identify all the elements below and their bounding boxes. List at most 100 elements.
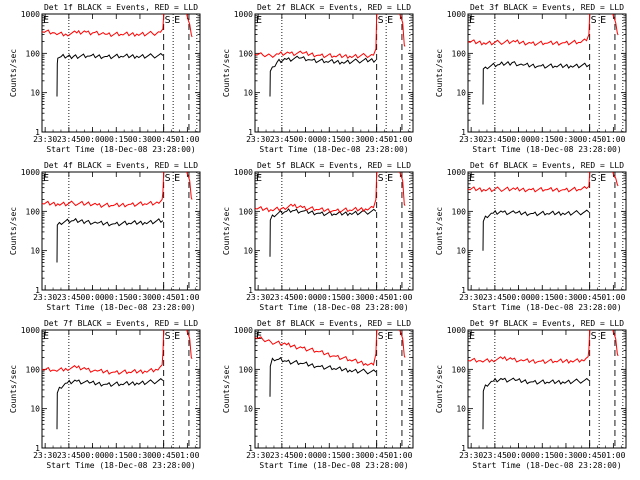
x-tick-label: 01:00 [175,293,199,302]
panel-8: Det 8f BLACK = Events, RED = LLD 1 10 100 10… [222,319,414,470]
x-tick-label: 23:30 [246,293,270,302]
x-tick-label: 23:30 [33,135,57,144]
x-tick-label: 23:30 [33,451,57,460]
series-events [269,55,377,97]
x-tick-label: 23:30 [459,451,483,460]
event-marker-e: E [469,173,475,184]
series-lld [255,172,378,214]
panel-title: Det 4f BLACK = Events, RED = LLD [44,161,198,170]
panel-series [255,330,406,397]
series-lld [42,14,165,38]
x-tick-label: 00:00 [81,451,105,460]
panel-series [468,330,619,430]
y-tick-label: 10 [30,89,40,98]
x-tick-label: 00:45 [578,135,602,144]
y-axis-label: Counts/sec [435,365,444,413]
panel-9: Det 9f BLACK = Events, RED = LLD 1 10 100 10… [435,319,627,470]
series-events [482,209,590,251]
y-tick-label: 1 [35,128,40,137]
x-tick-label: 00:45 [365,135,389,144]
x-tick-label: 23:30 [246,451,270,460]
x-tick-label: 23:45 [270,293,294,302]
panel-title: Det 1f BLACK = Events, RED = LLD [44,3,198,12]
y-tick-label: 1000 [234,10,253,19]
event-marker-e: E [43,173,49,184]
x-tick-label: 00:15 [530,293,554,302]
series-lld-tail [186,330,193,360]
y-tick-label: 1 [461,128,466,137]
x-tick-label: 00:15 [530,451,554,460]
x-tick-label: 00:15 [317,451,341,460]
y-tick-label: 1 [461,286,466,295]
event-marker-s: S [591,173,597,184]
event-marker-s: S [378,173,384,184]
event-marker-e: E [387,15,393,26]
x-tick-label: 00:45 [152,293,176,302]
y-tick-label: 1000 [447,10,466,19]
x-axis-label: Start Time (18-Dec-08 23:28:00) [472,303,621,312]
panel-title: Det 3f BLACK = Events, RED = LLD [470,3,624,12]
panel-title: Det 8f BLACK = Events, RED = LLD [257,319,411,328]
series-events [482,377,590,430]
y-axis-label: Counts/sec [9,365,18,413]
y-tick-label: 10 [30,247,40,256]
y-tick-label: 100 [26,207,41,216]
x-tick-label: 00:30 [341,135,365,144]
event-marker-s: S [378,331,384,342]
panel-title: Det 2f BLACK = Events, RED = LLD [257,3,411,12]
panel-series [468,172,619,251]
y-tick-label: 10 [30,405,40,414]
x-tick-label: 00:15 [104,293,128,302]
plot-frame [41,171,201,291]
panel-4: Det 4f BLACK = Events, RED = LLD 1 10 100 10… [9,161,201,312]
x-tick-label: 23:45 [270,451,294,460]
x-tick-label: 00:30 [341,451,365,460]
panel-title: Det 6f BLACK = Events, RED = LLD [470,161,624,170]
x-tick-label: 00:45 [578,451,602,460]
plot-frame [467,13,627,133]
x-tick-label: 00:45 [152,451,176,460]
panel-6: Det 6f BLACK = Events, RED = LLD 1 10 100 10… [435,161,627,312]
series-events [269,208,377,257]
series-lld [42,330,165,375]
y-tick-label: 1000 [447,326,466,335]
x-tick-label: 01:00 [388,135,412,144]
y-tick-label: 1000 [21,168,40,177]
y-tick-label: 10 [456,247,466,256]
x-tick-label: 00:00 [507,293,531,302]
series-lld-tail [186,14,193,38]
x-tick-label: 00:30 [554,293,578,302]
x-tick-label: 00:00 [294,293,318,302]
series-events [56,378,164,430]
x-tick-label: 00:00 [507,135,531,144]
series-lld [42,172,165,209]
y-tick-label: 1 [35,444,40,453]
x-tick-label: 00:00 [294,135,318,144]
plot-frame [254,171,414,291]
y-tick-label: 1 [461,444,466,453]
x-tick-label: 00:30 [554,451,578,460]
x-tick-label: 23:45 [57,451,81,460]
y-axis-label: Counts/sec [222,365,231,413]
y-tick-label: 1000 [21,10,40,19]
panel-5: Det 5f BLACK = Events, RED = LLD 1 10 100 10… [222,161,414,312]
event-marker-e: E [387,331,393,342]
plot-frame [467,329,627,449]
panel-2: Det 2f BLACK = Events, RED = LLD 1 10 100 10… [222,3,414,154]
plot-frame [254,329,414,449]
x-tick-label: 23:45 [483,451,507,460]
panel-series [255,14,406,97]
event-marker-e: E [387,173,393,184]
y-tick-label: 10 [243,89,253,98]
y-tick-label: 10 [456,405,466,414]
event-marker-e: E [256,15,262,26]
x-tick-label: 00:30 [554,135,578,144]
x-tick-label: 23:45 [483,135,507,144]
plot-frame [41,329,201,449]
series-lld [468,172,591,193]
x-tick-label: 00:30 [128,135,152,144]
x-axis-label: Start Time (18-Dec-08 23:28:00) [259,461,408,470]
x-axis-label: Start Time (18-Dec-08 23:28:00) [46,145,195,154]
panel-series [468,14,619,105]
